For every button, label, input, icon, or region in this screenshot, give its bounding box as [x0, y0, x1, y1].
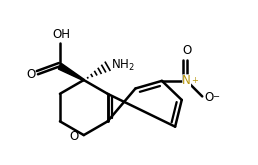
Text: +: +: [192, 76, 198, 85]
Text: O: O: [70, 130, 79, 143]
Text: O: O: [204, 91, 213, 104]
Text: −: −: [212, 93, 219, 101]
Text: NH$_2$: NH$_2$: [111, 58, 134, 73]
Text: O: O: [182, 44, 191, 57]
Text: N: N: [182, 74, 191, 87]
Text: OH: OH: [52, 28, 70, 41]
Text: O: O: [27, 68, 36, 81]
Polygon shape: [58, 64, 84, 81]
